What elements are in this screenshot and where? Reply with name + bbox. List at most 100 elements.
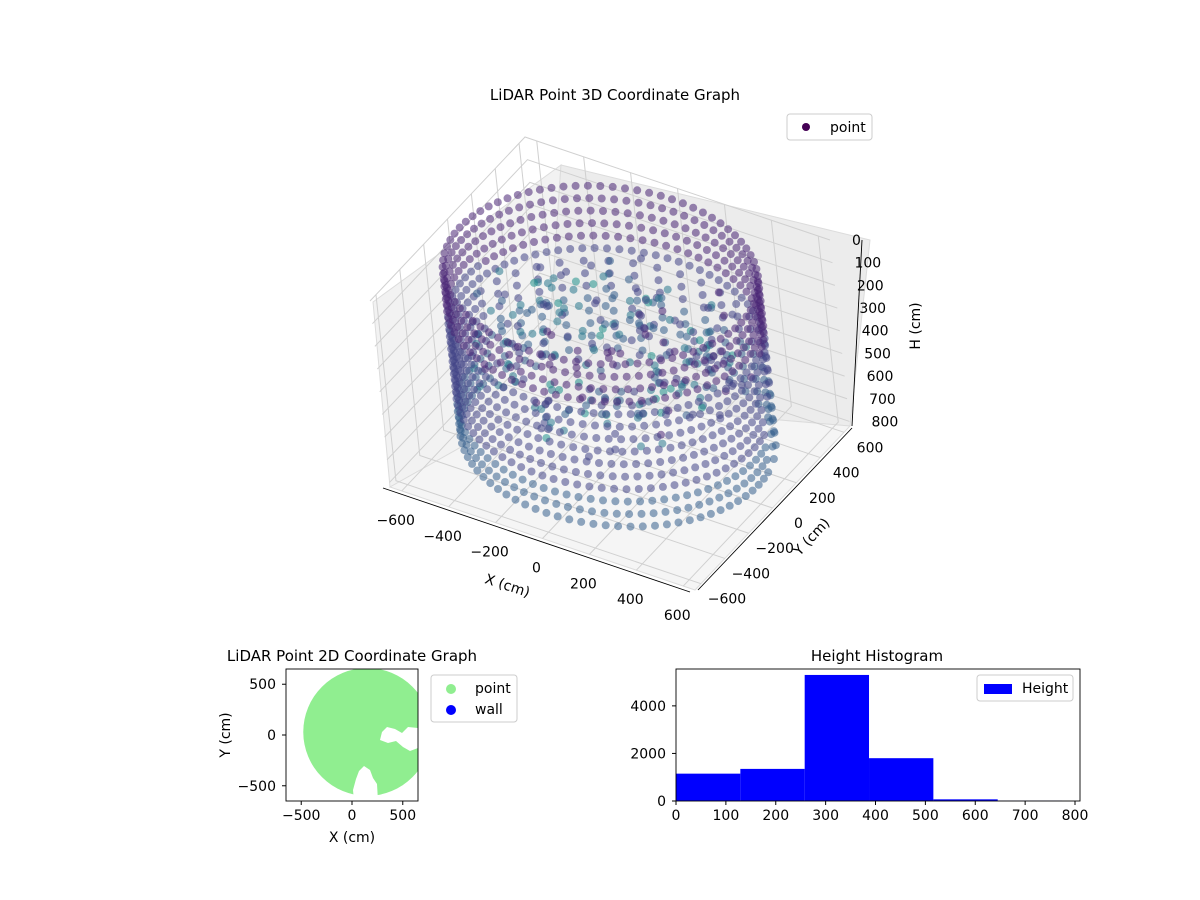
lidar-point-3d xyxy=(750,299,759,308)
lidar-point-3d xyxy=(518,380,527,389)
lidar-point-3d xyxy=(521,500,530,509)
lidar-point-3d xyxy=(531,250,540,259)
lidar-point-3d xyxy=(749,430,758,439)
lidar-point-3d xyxy=(716,334,725,343)
lidar-point-3d xyxy=(500,290,509,299)
lidar-point-3d xyxy=(713,481,722,490)
lidar-point-3d xyxy=(503,420,512,429)
lidar-point-3d xyxy=(732,300,741,308)
lidar-point-3d xyxy=(501,478,509,486)
lidar-point-3d xyxy=(696,513,705,522)
lidar-point-3d xyxy=(473,466,482,475)
x-tick-label-hist: 800 xyxy=(1062,808,1089,824)
lidar-point-3d xyxy=(700,221,709,229)
lidar-point-3d xyxy=(742,368,751,377)
y-axis-label-2d: Y (cm) xyxy=(218,712,234,758)
lidar-point-3d xyxy=(542,248,551,257)
lidar-point-3d xyxy=(646,484,655,493)
lidar-point-3d xyxy=(499,248,508,257)
lidar-point-3d xyxy=(720,311,728,320)
lidar-point-3d xyxy=(684,503,693,512)
lidar-point-3d xyxy=(526,200,534,209)
lidar-point-3d xyxy=(716,506,725,515)
lidar-point-3d xyxy=(486,479,495,488)
x-axis-label-3d: X (cm) xyxy=(483,571,532,601)
tick-labels-hist: 0 100 200 300 400 500 600 700 800 0 2000 4000 xyxy=(630,699,1088,824)
lidar-point-3d xyxy=(708,213,716,222)
lidar-point-3d xyxy=(658,313,667,322)
lidar-point-3d xyxy=(717,427,726,435)
grid-line-y xyxy=(423,244,749,534)
lidar-point-3d xyxy=(641,434,650,443)
lidar-point-3d xyxy=(563,393,572,402)
lidar-point-3d xyxy=(658,439,667,448)
lidar-point-3d xyxy=(465,435,474,443)
lidar-point-3d xyxy=(680,211,689,220)
lidar-point-3d xyxy=(596,360,605,369)
lidar-point-3d xyxy=(562,207,571,216)
lidar-point-3d xyxy=(759,474,768,483)
lidar-point-3d xyxy=(608,182,617,191)
lidar-point-3d xyxy=(446,235,455,244)
lidar-point-3d xyxy=(547,418,555,427)
lidar-point-3d xyxy=(618,447,627,456)
lidar-point-3d xyxy=(728,447,737,456)
lidar-point-3d xyxy=(446,290,455,299)
lidar-point-3d xyxy=(637,442,645,451)
lidar-point-3d xyxy=(592,296,601,305)
lidar-point-3d xyxy=(485,328,493,337)
lidar-point-3d xyxy=(614,232,623,241)
lidar-point-3d xyxy=(701,316,710,324)
lidar-point-3d xyxy=(741,424,750,433)
lidar-point-3d xyxy=(549,274,558,283)
lidar-point-3d xyxy=(496,223,505,232)
lidar-point-3d xyxy=(669,366,678,375)
lidar-point-3d xyxy=(548,196,557,205)
lidar-point-3d xyxy=(565,405,574,414)
lidar-point-3d xyxy=(475,274,484,283)
lidar-point-3d xyxy=(752,265,761,273)
lidar-point-3d xyxy=(582,281,591,290)
lidar-point-3d xyxy=(743,300,752,309)
lidar-point-3d xyxy=(715,493,724,502)
lidar-point-3d xyxy=(750,258,758,266)
lidar-point-3d xyxy=(530,396,539,405)
lidar-point-3d xyxy=(530,238,538,246)
lidar-point-3d xyxy=(535,446,544,455)
lidar-point-3d xyxy=(488,239,497,248)
lidar-point-3d xyxy=(480,429,489,438)
lidar-point-3d xyxy=(626,522,635,531)
lidar-point-3d xyxy=(562,490,571,499)
lidar-point-3d xyxy=(645,188,654,197)
lidar-point-3d xyxy=(524,188,533,197)
lidar-point-3d xyxy=(753,468,762,477)
lidar-point-3d xyxy=(586,319,595,328)
lidar-point-3d xyxy=(443,284,451,292)
lidar-point-3d xyxy=(736,281,745,290)
x-tick-label-hist: 500 xyxy=(912,808,939,824)
lidar-point-3d xyxy=(637,396,646,405)
lidar-point-3d xyxy=(508,470,517,479)
lidar-point-3d xyxy=(469,429,478,438)
lidar-point-3d xyxy=(610,195,619,204)
lidar-point-3d xyxy=(468,280,477,289)
lidar-point-3d xyxy=(587,261,596,270)
lidar-point-3d xyxy=(600,219,609,228)
lidar-point-3d xyxy=(709,226,718,235)
lidar-point-3d xyxy=(634,198,643,207)
lidar-point-3d xyxy=(516,301,525,309)
lidar-point-3d xyxy=(466,348,474,357)
lidar-point-3d xyxy=(726,422,735,431)
lidar-point-3d xyxy=(466,447,475,456)
lidar-point-3d xyxy=(689,450,698,459)
lidar-point-3d xyxy=(581,269,589,278)
lidar-point-3d xyxy=(478,460,486,469)
lidar-point-3d xyxy=(557,440,566,449)
lidar-point-3d xyxy=(479,312,488,320)
lidar-point-3d xyxy=(760,367,769,376)
lidar-point-3d xyxy=(621,472,630,481)
lidar-point-3d xyxy=(476,322,485,331)
lidar-point-3d xyxy=(579,256,588,265)
lidar-point-3d xyxy=(455,279,464,288)
lidar-point-3d xyxy=(511,413,520,422)
